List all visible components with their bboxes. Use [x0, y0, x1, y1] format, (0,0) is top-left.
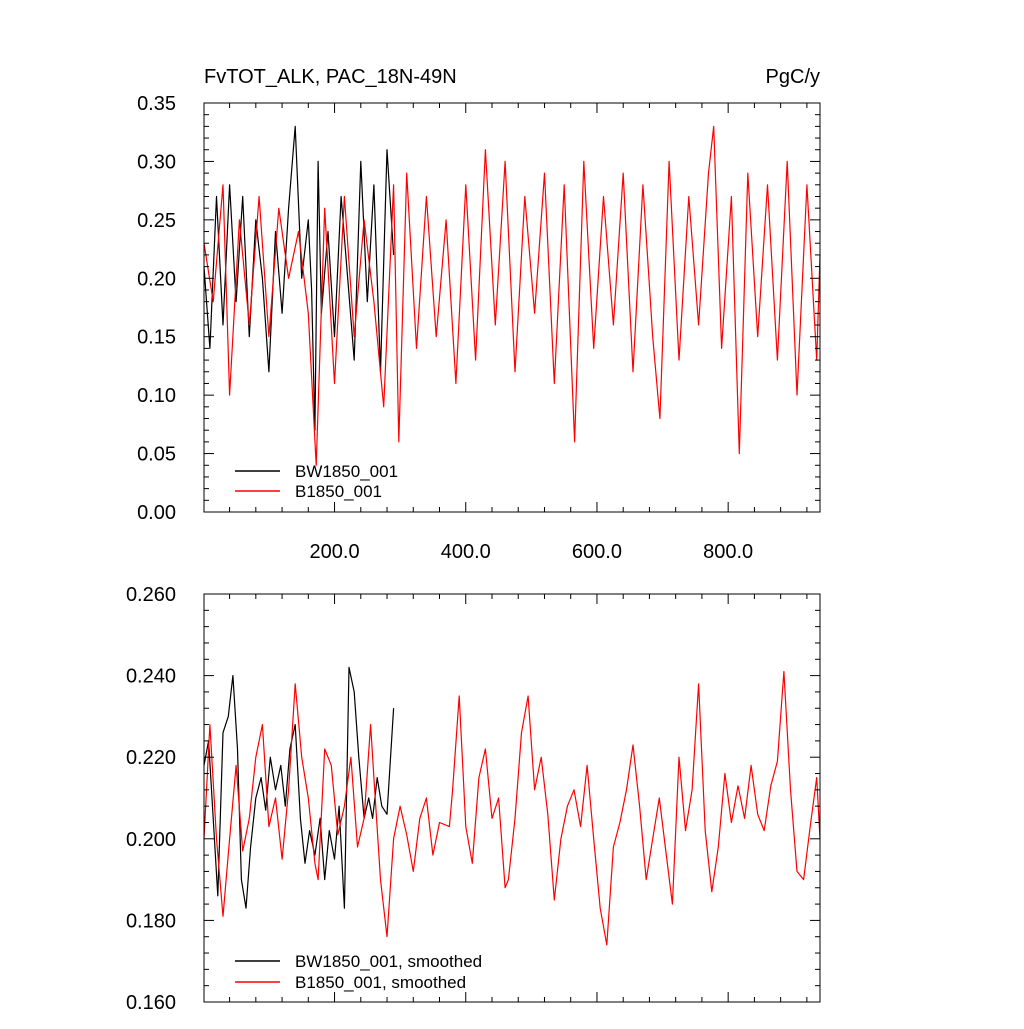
y-tick-label: 0.25	[137, 210, 176, 232]
y-tick-label: 0.160	[126, 992, 176, 1014]
legend-label-bw1850: BW1850_001	[295, 462, 398, 481]
legend-label-b1850: B1850_001	[295, 482, 382, 501]
y-tick-label: 0.20	[137, 268, 176, 290]
x-tick-label: 200.0	[310, 541, 360, 563]
units-label: PgC/y	[766, 66, 820, 88]
y-tick-label: 0.15	[137, 327, 176, 349]
y-tick-label: 0.30	[137, 151, 176, 173]
series-line-bw1850	[203, 125, 395, 431]
y-tick-label: 0.00	[137, 502, 176, 524]
plot-frame	[203, 593, 821, 1003]
series-line-bw1850-smoothed	[203, 666, 395, 909]
x-tick-label: 600.0	[572, 541, 622, 563]
y-tick-label: 0.200	[126, 829, 176, 851]
legend-bottom: BW1850_001, smoothed B1850_001, smoothed	[235, 952, 482, 992]
y-tick-label: 0.05	[137, 444, 176, 466]
y-tick-label: 0.220	[126, 747, 176, 769]
series-line-b1850-smoothed	[203, 670, 821, 946]
x-tick-label: 400.0	[441, 541, 491, 563]
panel-1: 0.00 0.05 0.10 0.15 0.20 0.25 0.30 0.35 200.0 400…	[137, 93, 821, 563]
x-tick-label: 800.0	[703, 541, 753, 563]
y-tick-label: 0.10	[137, 385, 176, 407]
panel-2: 0.160 0.180 0.200 0.220 0.240 0.260	[126, 584, 821, 1014]
y-tick-label: 0.240	[126, 666, 176, 688]
y-tick-label: 0.180	[126, 910, 176, 932]
series-line-b1850	[203, 125, 821, 466]
y-tick-label: 0.260	[126, 584, 176, 606]
y-tick-label: 0.35	[137, 93, 176, 115]
legend-label-bw1850-smoothed: BW1850_001, smoothed	[295, 952, 482, 971]
chart-title: FvTOT_ALK, PAC_18N-49N	[204, 66, 457, 88]
plot-frame	[203, 102, 821, 513]
legend-top: BW1850_001 B1850_001	[235, 462, 398, 501]
legend-label-b1850-smoothed: B1850_001, smoothed	[295, 973, 466, 992]
